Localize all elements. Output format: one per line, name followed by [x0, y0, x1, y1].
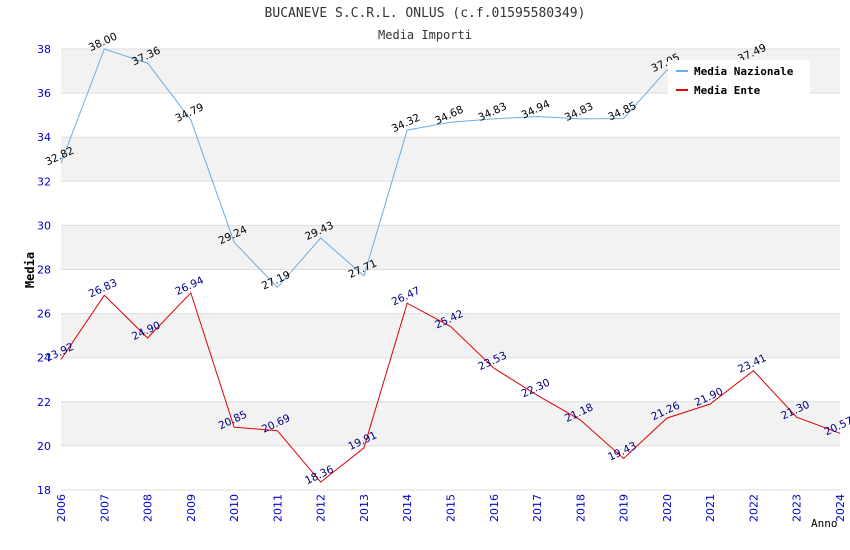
x-axis-label: Anno: [811, 517, 838, 530]
legend-box: [668, 60, 810, 96]
x-tick-label: 2011: [271, 494, 284, 522]
x-tick-label: 2009: [185, 494, 198, 522]
x-tick-label: 2019: [618, 494, 631, 522]
x-tick-label: 2018: [574, 494, 587, 522]
x-tick-label: 2010: [228, 494, 241, 522]
y-tick-label: 34: [37, 131, 51, 144]
x-tick-label: 2017: [531, 494, 544, 522]
grid-band: [61, 445, 840, 490]
x-tick-label: 2006: [55, 494, 68, 522]
series-line-nazionale: [60, 48, 754, 289]
grid-band: [61, 357, 840, 402]
x-tick-label: 2016: [488, 494, 501, 522]
y-tick-label: 20: [37, 440, 51, 453]
x-tick-label: 2023: [791, 494, 804, 522]
y-tick-label: 36: [37, 87, 51, 100]
legend-label-nazionale: Media Nazionale: [694, 65, 794, 78]
y-tick-label: 24: [37, 352, 51, 365]
x-tick-labels: 2006 2007 2008 2009 2010 2011 2012 2013 2014 2015…: [55, 494, 847, 522]
chart-title: BUCANEVE S.C.R.L. ONLUS (c.f.01595580349…: [264, 6, 586, 21]
x-tick-label: 2015: [445, 494, 458, 522]
series-line-ente: [60, 291, 841, 483]
x-tick-label: 2008: [142, 494, 155, 522]
series-lines: [60, 48, 841, 483]
y-tick-label: 22: [37, 396, 51, 409]
y-tick-labels: 18 20 22 24 26 28 30 32 34 36 38: [37, 43, 51, 497]
x-tick-label: 2014: [401, 494, 414, 522]
x-tick-label: 2024: [834, 494, 847, 522]
y-tick-label: 38: [37, 43, 51, 56]
grid-band: [61, 313, 840, 358]
x-tick-label: 2022: [747, 494, 760, 522]
y-tick-label: 18: [37, 484, 51, 497]
x-tick-label: 2007: [98, 494, 111, 522]
grid-band: [61, 269, 840, 314]
y-tick-label: 30: [37, 219, 51, 232]
grid-band: [61, 181, 840, 226]
grid-band: [61, 137, 840, 182]
grid-band: [61, 93, 840, 138]
x-tick-label: 2020: [661, 494, 674, 522]
legend-swatch-nazionale: [676, 70, 688, 72]
grid-band: [61, 225, 840, 270]
y-tick-label: 28: [37, 264, 51, 277]
legend-label-ente: Media Ente: [694, 84, 761, 97]
legend: Media Nazionale Media Ente: [668, 60, 810, 97]
y-tick-label: 26: [37, 308, 51, 321]
y-tick-label: 32: [37, 175, 51, 188]
y-axis-label: Media: [23, 252, 37, 288]
x-tick-label: 2021: [704, 494, 717, 522]
grid-band: [61, 401, 840, 446]
x-tick-label: 2012: [315, 494, 328, 522]
x-tick-label: 2013: [358, 494, 371, 522]
chart-subtitle: Media Importi: [378, 28, 472, 42]
legend-swatch-ente: [676, 89, 688, 91]
grid-bands: [61, 48, 840, 491]
